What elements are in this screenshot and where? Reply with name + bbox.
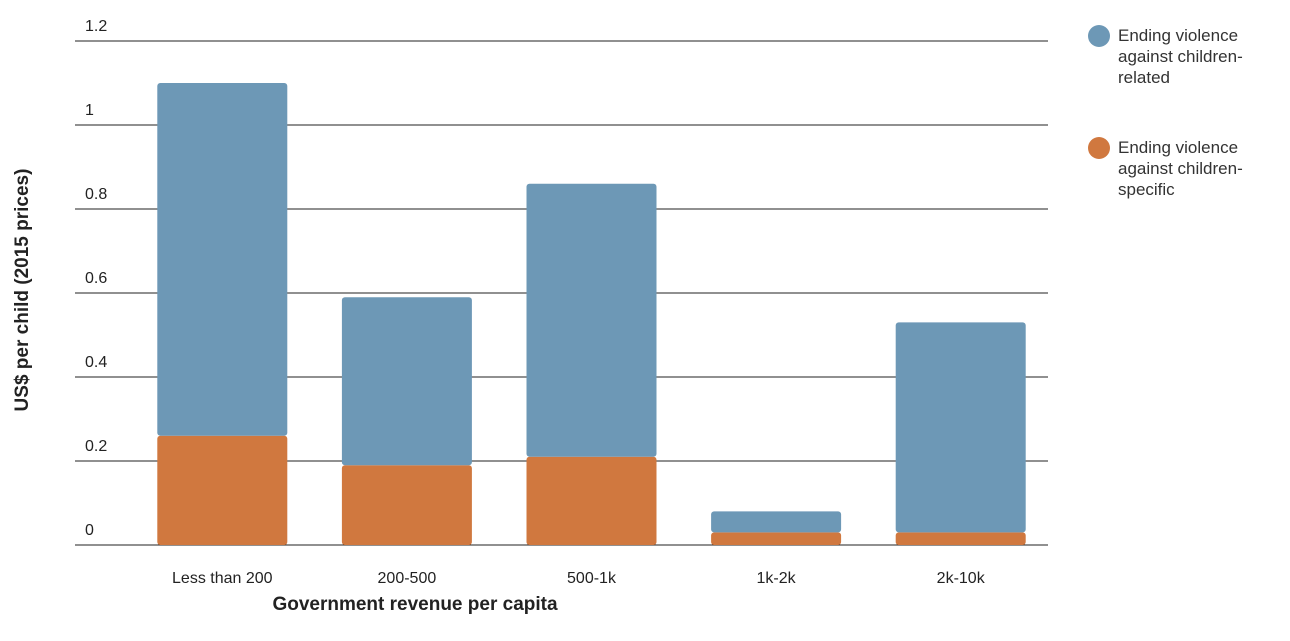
bar-segment [526, 183, 657, 457]
legend-label: Ending violence against children-specifi… [1118, 138, 1243, 199]
bar-segment [341, 297, 472, 466]
legend-swatch [1088, 137, 1110, 159]
bar-segment [157, 435, 288, 545]
y-tick-label: 0.2 [85, 438, 107, 455]
legend-label: Ending violence against children-related [1118, 26, 1243, 87]
y-axis-label: US$ per child (2015 prices) [12, 169, 33, 412]
x-axis-label: Government revenue per capita [272, 594, 558, 615]
bar-segment [711, 532, 842, 545]
bar-segment [895, 532, 1026, 545]
y-tick-label: 0 [85, 522, 94, 539]
bar-segment [711, 511, 842, 533]
y-tick-label: 0.4 [85, 354, 107, 371]
legend-item: Ending violence against children-specifi… [1088, 137, 1278, 200]
y-tick-label: 0.6 [85, 270, 107, 287]
legend-item: Ending violence against children-related [1088, 25, 1278, 88]
y-tick-label: 1 [85, 102, 94, 119]
x-tick-label: 2k-10k [937, 570, 986, 587]
x-tick-label: 1k-2k [757, 570, 797, 587]
x-tick-label: 200-500 [378, 570, 437, 587]
x-tick-label: 500-1k [567, 570, 617, 587]
legend-swatch [1088, 25, 1110, 47]
bar-segment [895, 322, 1026, 533]
bar-segment [341, 465, 472, 545]
y-tick-label: 1.2 [85, 18, 107, 35]
y-tick-label: 0.8 [85, 186, 107, 203]
bar-segment [157, 83, 288, 436]
bar-segment [526, 456, 657, 545]
x-tick-label: Less than 200 [172, 570, 273, 587]
